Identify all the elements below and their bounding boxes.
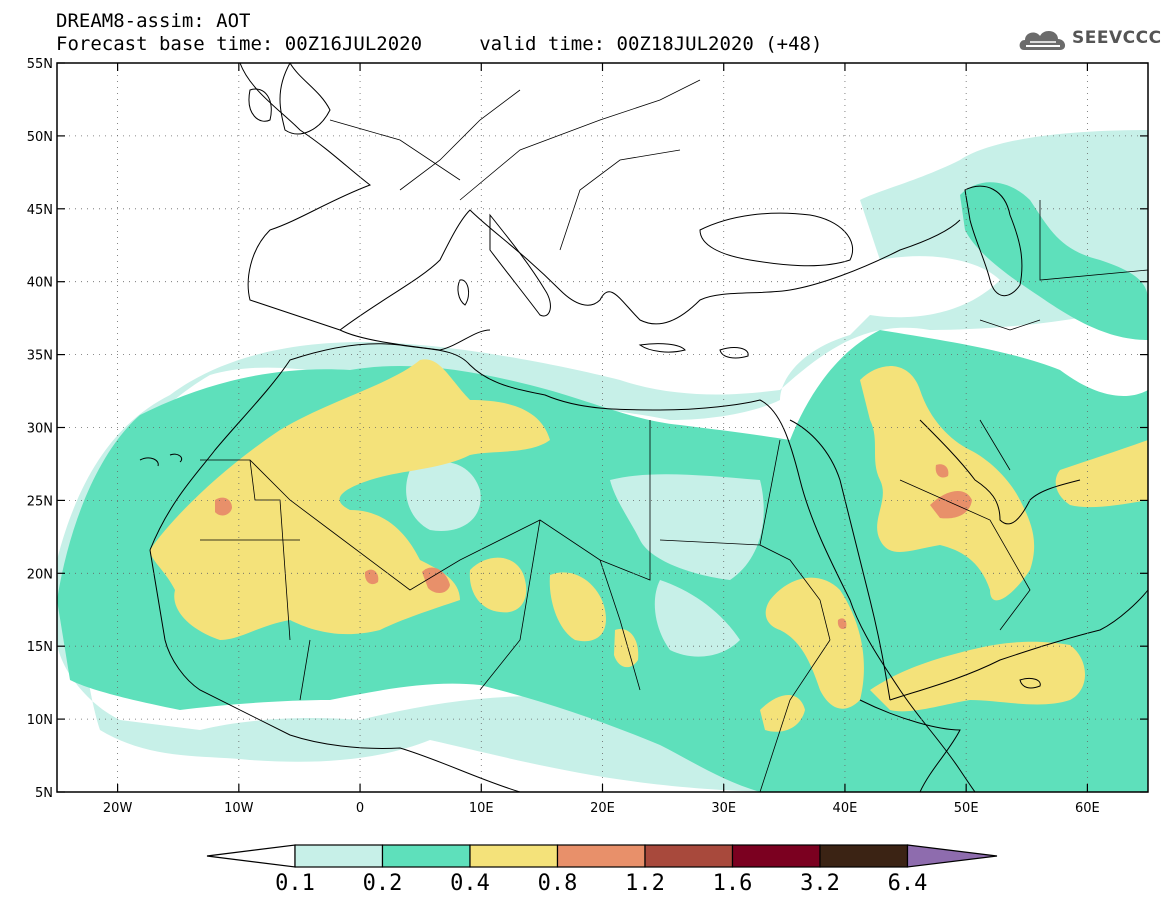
coastline-italy [489,213,551,317]
map-title: DREAM8-assim: AOT [56,10,251,32]
coastline-uk [279,63,331,135]
aot-gap-central-sahara [406,461,481,531]
aot-gap-sudan [654,580,740,657]
lat-tick-label: 40N [27,276,53,291]
forecast-time-subtitle: Forecast base time: 00Z16JUL2020 valid t… [56,33,823,55]
colorbar-segment [644,844,734,868]
country-borders [200,79,1148,792]
colorbar-upper-arrow [906,844,998,868]
colorbar-level-label: 0.1 [275,871,315,896]
coastline-mediterranean-north [339,209,961,331]
lat-tick-label: 45N [27,203,53,218]
aot-band-0.4-oman [1055,440,1148,508]
cloud-icon [1019,30,1066,50]
coastline-socotra [1019,677,1041,689]
colorbar-segment [556,844,646,868]
aot-band-0.2-caspian [960,182,1148,340]
seevccc-logo: SEEVCCC [1016,22,1161,56]
lon-tick-label: 20E [590,801,615,816]
coastline-arabia [889,589,1148,701]
colorbar-level-label: 1.6 [712,871,753,896]
coastline-black-sea [699,212,854,267]
colorbar-segment [381,844,471,868]
lat-tick-label: 20N [27,567,53,582]
coastline-horn [859,699,961,792]
colorbar-level-label: 0.8 [537,871,578,896]
lon-tick-label: 20W [103,801,133,816]
colorbar-level-label: 3.2 [800,871,840,896]
lat-tick-label: 10N [27,713,53,728]
aot-band-0.1 [57,130,1148,792]
aot-band-0.8-eritrea [837,618,847,630]
coastline-cyprus [719,347,749,359]
lat-tick-label: 15N [27,640,53,655]
lon-tick-label: 10E [469,801,494,816]
coastlines-and-borders [139,63,1148,792]
coastline-crete [638,343,686,353]
lat-tick-label: 55N [27,57,53,72]
axis-ticks: 20W 10W 0 10E 20E 30E 40E 50E 60E 55N 50N 45N 40N 35N… [27,57,1148,816]
lat-tick-label: 5N [35,786,53,801]
lat-tick-label: 35N [27,349,53,364]
colorbar-lower-arrow [206,844,296,868]
colorbar-level-label: 0.4 [450,871,490,896]
lon-tick-label: 10W [224,801,254,816]
lon-tick-label: 50E [954,801,979,816]
colorbar-level-label: 0.2 [362,871,403,896]
coastline-sardinia [457,279,470,306]
aot-band-0.4-yemen [870,641,1085,712]
coastline-red-sea-east [789,419,891,701]
coastline-north-africa [149,343,976,792]
aot-band-0.4-arabia [860,366,1035,601]
coastline-gulf [919,419,1081,525]
coastline-canaries [139,453,183,467]
aot-band-0.8-mali [364,569,379,585]
colorbar-segment [294,844,384,868]
colorbar-segment [819,844,909,868]
lon-tick-label: 30E [711,801,736,816]
colorbar-level-label: 6.4 [887,871,928,896]
aot-gap-libya [610,474,764,580]
aot-band-0.8-niger-hotspot [422,567,450,594]
aot-band-0.8-saudi-north [935,464,949,478]
logo-text: SEEVCCC [1072,28,1162,48]
lat-tick-label: 50N [27,130,53,145]
lon-tick-label: 0 [356,801,364,816]
colorbar-segment [469,844,559,868]
colorbar-level-label: 1.2 [625,871,665,896]
coastline-ireland [248,88,272,122]
aot-band-0.4-ethiopia [765,577,864,709]
aot-band-0.4-chad [549,572,606,642]
aot-band-0.4-sudan-south [760,695,805,732]
coastline-caspian [964,185,1023,297]
aot-band-0.8-mauritania [215,497,232,516]
colorbar-segment [731,844,821,868]
aot-band-0.4-niger [469,557,527,613]
lon-tick-label: 60E [1075,801,1100,816]
aot-band-0.4-west-sahara [150,359,550,640]
aot-band-0.4-sudan-east [614,629,639,668]
coastline-west-africa [149,549,521,792]
lon-tick-label: 40E [833,801,858,816]
lat-tick-label: 25N [27,494,53,509]
lat-tick-label: 30N [27,422,53,437]
